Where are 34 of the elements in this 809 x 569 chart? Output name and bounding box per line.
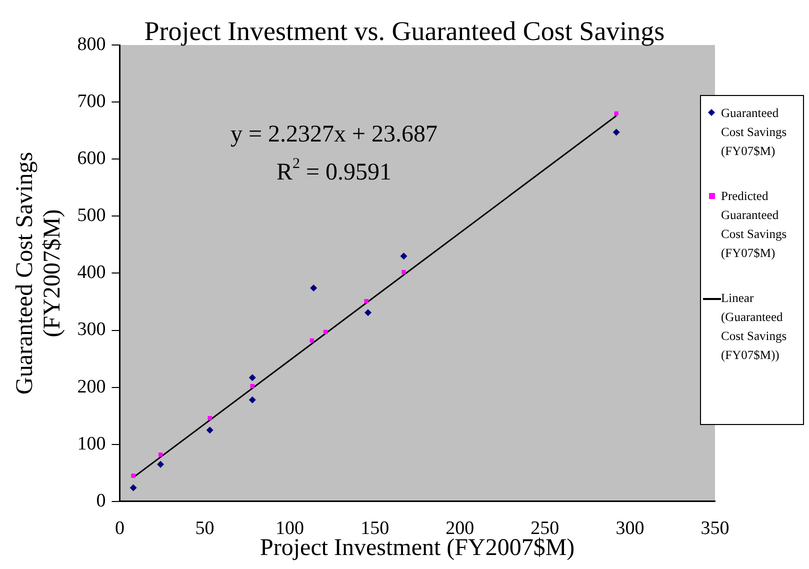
point (157, 460, 164, 468)
y-tick-label: 600 (77, 148, 106, 170)
y-axis-title: Guaranteed Cost Savings (FY2007$M) (12, 152, 66, 395)
point (208, 416, 212, 420)
y-tick-label: 700 (77, 91, 106, 112)
x-tick-label: 300 (616, 518, 644, 539)
point (364, 299, 368, 304)
point (130, 484, 137, 492)
y-tick-label: 400 (77, 262, 106, 284)
chart-title: Project Investment vs. Guaranteed Cost Savings (144, 16, 665, 46)
y-tick-label: 500 (77, 205, 106, 226)
point (402, 270, 406, 274)
point (248, 374, 256, 382)
x-tick-label: 0 (114, 518, 124, 539)
point (310, 284, 318, 292)
legend-label: Guaranteed Cost Savings (FY07$M) (721, 105, 788, 160)
legend-label: Predicted Guaranteed Cost Savings (FY07$M) (721, 188, 788, 262)
x-tick-label: 350 (700, 518, 730, 539)
point (400, 252, 408, 260)
point (364, 309, 372, 316)
point (250, 384, 254, 388)
y-tick-label: 0 (96, 490, 106, 512)
x-tick-label: 50 (195, 518, 214, 539)
y-tick-label: 300 (77, 319, 106, 340)
point (612, 128, 620, 136)
y-tick-label: 100 (77, 433, 106, 454)
y-tick-label: 800 (77, 34, 106, 55)
point (614, 111, 618, 116)
point (248, 396, 256, 404)
point (206, 426, 214, 434)
y-tick-label: 200 (77, 376, 106, 398)
legend-label: Linear (Guaranteed Cost Savings (FY07$M)) (721, 290, 788, 364)
point (131, 474, 136, 478)
annotation: y = 2.2327x + 23.687 (230, 121, 438, 148)
